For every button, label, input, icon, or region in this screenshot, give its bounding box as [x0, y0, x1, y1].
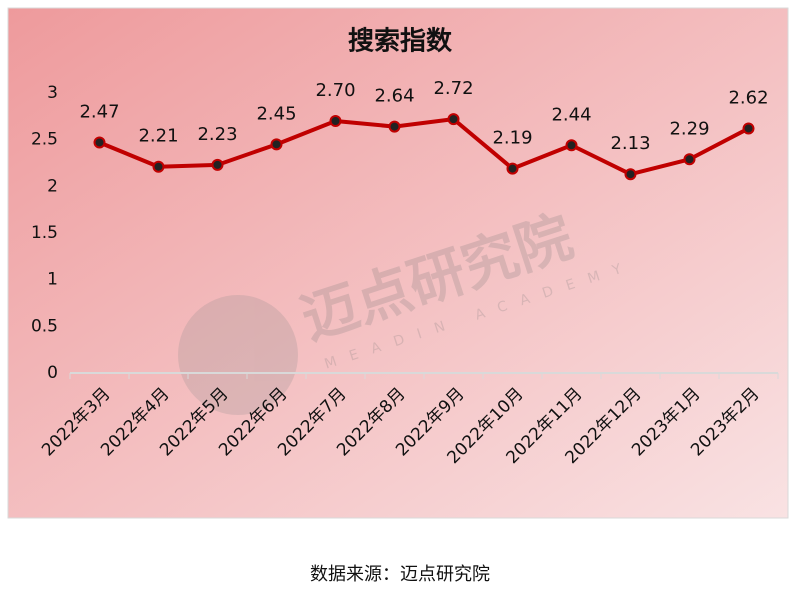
data-label: 2.72: [433, 78, 473, 99]
y-tick-label: 3: [47, 83, 58, 103]
point: [270, 138, 283, 151]
source-note: 数据来源：迈点研究院: [310, 564, 490, 585]
data-label: 2.70: [315, 80, 355, 101]
point: [565, 139, 578, 152]
point: [683, 153, 696, 166]
point: [447, 113, 460, 126]
data-label: 2.19: [492, 128, 532, 149]
data-label: 2.29: [669, 118, 709, 139]
point: [624, 168, 637, 181]
y-tick-label: 0.5: [31, 316, 58, 336]
data-label: 2.21: [138, 126, 178, 147]
watermark-logo: [178, 295, 298, 415]
point: [93, 136, 106, 149]
data-label: 2.13: [610, 133, 650, 154]
data-label: 2.23: [197, 124, 237, 145]
data-label: 2.62: [728, 87, 768, 108]
data-label: 2.44: [551, 104, 591, 125]
data-label: 2.64: [374, 86, 414, 107]
point: [506, 162, 519, 175]
y-tick-label: 2.5: [31, 130, 58, 150]
point: [329, 115, 342, 127]
point: [152, 160, 165, 173]
point: [388, 120, 401, 133]
y-tick-label: 1.5: [31, 223, 58, 243]
chart-title: 搜索指数: [348, 27, 453, 57]
data-label: 2.47: [79, 101, 119, 122]
line: [98, 117, 750, 177]
y-tick-label: 2: [47, 176, 58, 196]
point: [742, 122, 755, 135]
y-tick-label: 0: [47, 363, 58, 383]
point: [211, 158, 224, 171]
chart-panel: [7, 7, 789, 519]
data-label: 2.45: [256, 103, 296, 124]
y-tick-label: 1: [47, 270, 58, 290]
